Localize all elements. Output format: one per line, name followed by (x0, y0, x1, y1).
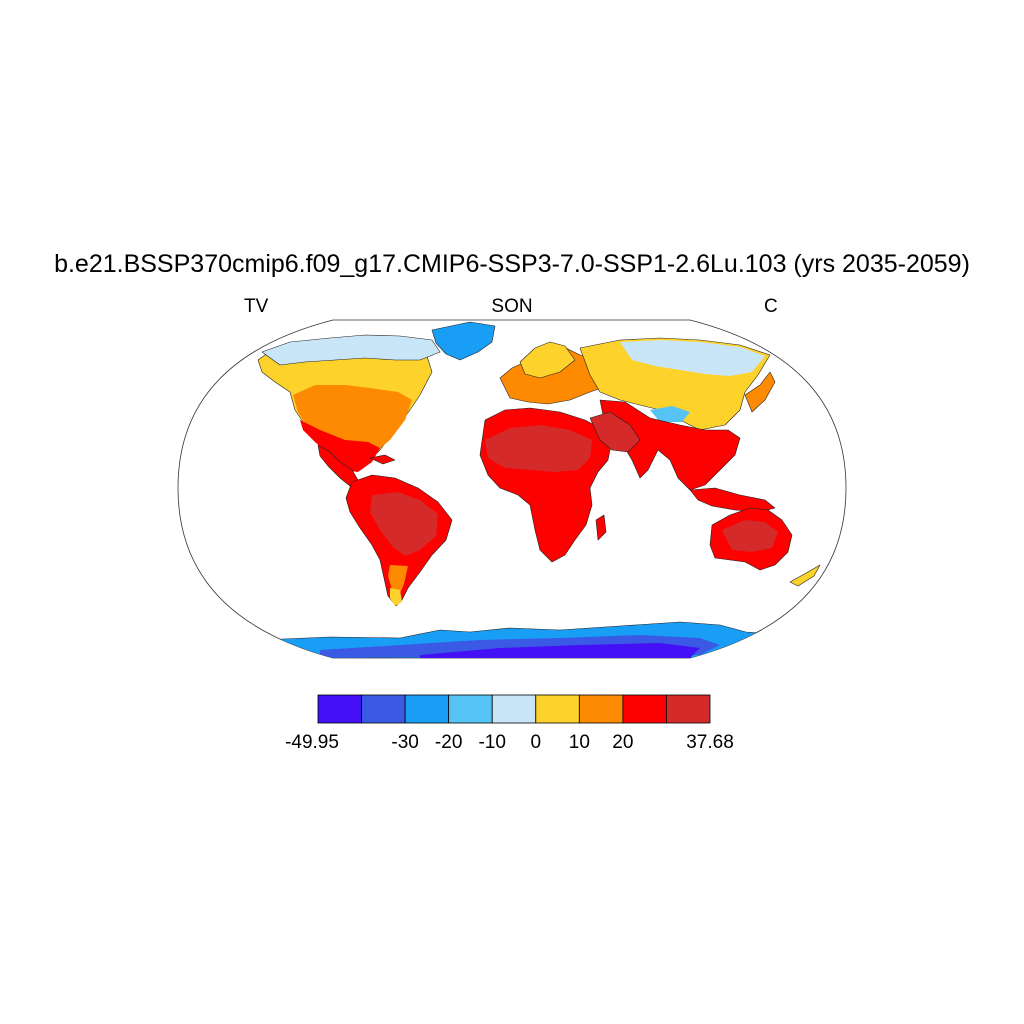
land-north-america-south (300, 420, 380, 472)
land-siberia (620, 340, 765, 376)
land-antarctica-core (420, 643, 700, 658)
colorbar-tick-label: 37.68 (686, 732, 734, 753)
colorbar-swatch (404, 694, 450, 724)
land-arabia (589, 411, 641, 453)
land-south-asia (599, 399, 741, 491)
colorbar-swatch (491, 694, 537, 724)
colorbar-swatch (622, 694, 667, 724)
land-scandinavia (519, 341, 576, 379)
land-caribbean (369, 454, 396, 465)
figure-title: b.e21.BSSP370cmip6.f09_g17.CMIP6-SSP3-7.… (54, 250, 970, 278)
land-madagascar (595, 514, 607, 541)
colorbar-tick-label: -49.95 (285, 732, 339, 753)
colorbar-tick-label: -30 (391, 732, 419, 753)
left-label: TV (244, 296, 269, 317)
colorbar-swatch (361, 694, 406, 724)
colorbar-tick-label: -20 (434, 732, 463, 753)
land-patagonia (390, 588, 402, 606)
land-tibet (650, 406, 690, 422)
land-arctic-canada (261, 334, 441, 366)
center-label: SON (491, 296, 533, 317)
colorbar (317, 694, 711, 724)
land-sahara (485, 425, 592, 472)
colorbar-swatch (535, 694, 580, 724)
land-japan (744, 371, 776, 413)
colorbar-tick-label: 20 (612, 732, 634, 753)
colorbar-swatch (578, 694, 624, 724)
colorbar-swatch (666, 694, 711, 724)
land-greenland (431, 321, 496, 361)
land-australia-interior (722, 520, 778, 552)
colorbar-tick-label: 10 (568, 732, 590, 753)
right-label: C (764, 296, 778, 317)
colorbar-swatch (317, 694, 362, 724)
colorbar-swatch (448, 694, 493, 724)
land-south-america-interior (370, 492, 438, 556)
colorbar-tick-label: -10 (478, 732, 506, 753)
land-new-zealand (789, 564, 821, 587)
colorbar-tick-label: 0 (530, 732, 542, 753)
